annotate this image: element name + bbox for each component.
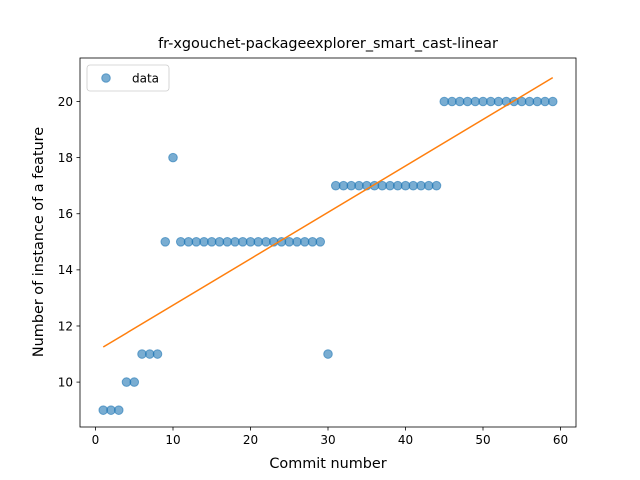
data-point <box>169 153 178 162</box>
x-tick-label: 40 <box>398 433 413 447</box>
y-tick-label: 14 <box>58 263 73 277</box>
x-axis-label: Commit number <box>269 456 386 472</box>
data-point <box>161 237 170 246</box>
plot-area: 0 10 20 30 40 50 60 10 12 14 16 18 20 data <box>58 58 576 447</box>
data-point <box>324 350 333 359</box>
x-tick-label: 50 <box>475 433 490 447</box>
x-tick-label: 10 <box>165 433 180 447</box>
y-tick-label: 20 <box>58 95 73 109</box>
data-point <box>130 378 139 387</box>
y-tick-label: 18 <box>58 151 73 165</box>
x-tick-label: 60 <box>553 433 568 447</box>
data-point <box>432 181 441 190</box>
data-point <box>114 406 123 415</box>
legend-marker <box>102 74 111 83</box>
x-tick-label: 0 <box>92 433 100 447</box>
y-tick-label: 10 <box>58 375 73 389</box>
x-tick-label: 20 <box>243 433 258 447</box>
y-axis-label: Number of instance of a feature <box>31 127 47 357</box>
data-point <box>153 350 162 359</box>
x-tick-label: 30 <box>320 433 335 447</box>
chart-title: fr-xgouchet-packageexplorer_smart_cast-l… <box>158 36 498 52</box>
y-tick-label: 16 <box>58 207 73 221</box>
y-tick-label: 12 <box>58 319 73 333</box>
plot-frame <box>80 58 576 427</box>
legend-label: data <box>132 71 159 85</box>
fit-line <box>103 78 553 347</box>
data-point <box>548 97 557 106</box>
data-point <box>316 237 325 246</box>
